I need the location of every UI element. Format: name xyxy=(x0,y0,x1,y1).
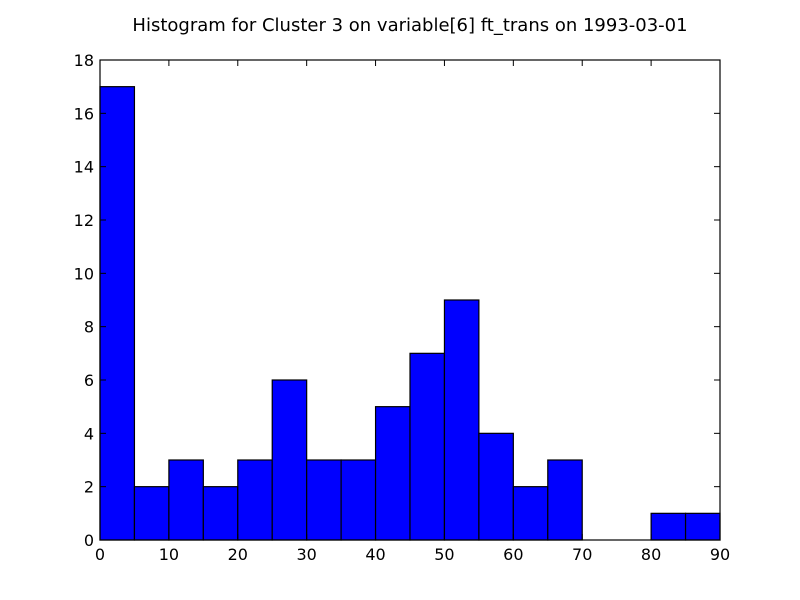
histogram-bar-1 xyxy=(133,486,170,541)
histogram-bar-13 xyxy=(547,459,583,541)
y-tick-label-6: 12 xyxy=(74,211,94,230)
y-tick-label-8: 16 xyxy=(74,104,94,123)
histogram-bar-6 xyxy=(306,459,342,541)
x-tick-label-0: 0 xyxy=(95,545,105,564)
y-tick-label-1: 2 xyxy=(84,478,94,497)
x-tick-label-2: 20 xyxy=(228,545,248,564)
histogram-bar-0 xyxy=(99,86,136,541)
y-tick-label-0: 0 xyxy=(84,531,94,550)
histogram-bar-10 xyxy=(443,299,480,541)
x-axis: 0 10 20 30 40 50 60 70 80 90 xyxy=(95,60,730,564)
y-axis: 0 2 4 6 8 10 12 14 16 18 xyxy=(74,51,720,550)
histogram-bar-5 xyxy=(271,379,308,541)
histogram-bar-2 xyxy=(168,459,204,541)
x-tick-label-6: 60 xyxy=(503,545,523,564)
histogram-bar-3 xyxy=(202,486,239,541)
y-tick-label-9: 18 xyxy=(74,51,94,70)
histogram-bar-7 xyxy=(340,459,377,541)
x-tick-label-4: 40 xyxy=(365,545,385,564)
y-tick-label-3: 6 xyxy=(84,371,94,390)
bars-group xyxy=(99,86,721,541)
chart-title: Histogram for Cluster 3 on variable[6] f… xyxy=(132,15,687,36)
x-tick-label-1: 10 xyxy=(159,545,179,564)
histogram-bar-8 xyxy=(374,406,411,541)
y-tick-label-4: 8 xyxy=(84,318,94,337)
x-tick-label-8: 80 xyxy=(641,545,661,564)
histogram-bar-16 xyxy=(650,512,687,541)
histogram-bar-17 xyxy=(684,512,721,541)
y-tick-label-5: 10 xyxy=(74,264,94,283)
x-tick-label-3: 30 xyxy=(296,545,316,564)
histogram-bar-12 xyxy=(512,486,549,541)
histogram-bar-11 xyxy=(478,432,514,541)
plot-frame xyxy=(99,59,721,541)
histogram-bar-4 xyxy=(237,459,273,541)
x-tick-label-9: 90 xyxy=(710,545,730,564)
x-tick-label-7: 70 xyxy=(572,545,592,564)
y-tick-label-2: 4 xyxy=(84,424,94,443)
y-tick-label-7: 14 xyxy=(74,158,94,177)
x-tick-label-5: 50 xyxy=(434,545,454,564)
histogram-bar-9 xyxy=(409,352,446,541)
